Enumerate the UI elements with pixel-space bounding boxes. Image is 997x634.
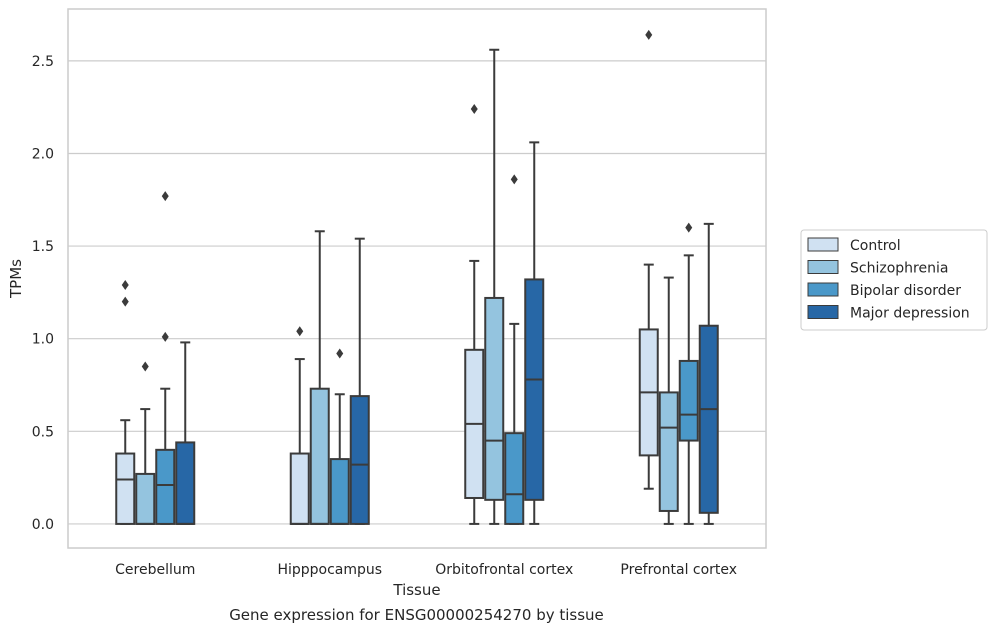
box-item	[678, 222, 699, 525]
box-iqr	[155, 448, 176, 525]
legend-items: Control Schizophrenia Bipolar disorder Majo…	[807, 237, 970, 322]
box-iqr	[484, 296, 505, 501]
x-axis-ticks: Cerebellum Hipppocampus Orbitofrontal cort…	[115, 562, 737, 578]
box-item	[155, 191, 176, 525]
chart-caption: Gene expression for ENSG00000254270 by t…	[229, 606, 604, 624]
box-item	[524, 141, 545, 525]
box-item	[289, 326, 310, 525]
outlier-marker	[685, 222, 693, 233]
y-tick-label: 0.5	[32, 424, 54, 440]
box-iqr	[658, 391, 679, 512]
x-tick-label: Orbitofrontal cortex	[435, 562, 573, 578]
y-axis-label: TPMs	[7, 259, 25, 299]
box-iqr	[524, 278, 545, 501]
legend-item: Major depression	[807, 305, 970, 322]
outlier-marker	[121, 296, 129, 307]
box-item	[638, 29, 659, 490]
legend-item: Schizophrenia	[807, 260, 948, 277]
box-item	[349, 237, 370, 525]
box-item	[698, 222, 719, 525]
box-group	[289, 230, 370, 525]
box-iqr	[289, 452, 310, 525]
legend-swatch	[807, 282, 839, 297]
legend-label: Major depression	[850, 306, 970, 322]
outlier-marker	[336, 348, 344, 359]
outlier-marker	[121, 279, 129, 290]
legend-swatch	[807, 260, 839, 274]
box-iqr	[504, 432, 525, 525]
legend-label: Control	[850, 238, 901, 254]
box-iqr	[678, 359, 699, 442]
box-group	[115, 191, 196, 525]
box-group	[638, 29, 719, 525]
plot-frame	[67, 8, 767, 549]
outlier-marker	[470, 104, 478, 115]
box-iqr	[135, 472, 156, 525]
box-groups	[115, 29, 719, 525]
box-iqr	[309, 387, 330, 525]
y-axis-ticks: 0.0 0.5 1.0 1.5 2.0 2.5	[32, 54, 54, 533]
legend-swatch	[807, 305, 839, 319]
y-tick-label: 2.5	[32, 54, 54, 70]
legend-item: Control	[807, 237, 901, 254]
box-iqr	[115, 452, 136, 525]
box-group	[464, 48, 545, 525]
y-tick-label: 1.5	[32, 239, 54, 255]
outlier-marker	[510, 174, 518, 185]
box-iqr	[175, 441, 196, 525]
box-item	[309, 230, 330, 525]
outlier-marker	[645, 29, 653, 40]
legend: Control Schizophrenia Bipolar disorder Majo…	[800, 229, 988, 331]
box-iqr	[698, 324, 719, 514]
outlier-marker	[141, 361, 149, 372]
outlier-marker	[161, 331, 169, 342]
box-item	[464, 104, 485, 525]
outlier-marker	[161, 191, 169, 202]
box-iqr	[329, 458, 350, 525]
box-iqr	[349, 395, 370, 525]
box-item	[504, 174, 525, 525]
outlier-marker	[296, 326, 304, 337]
legend-label: Bipolar disorder	[850, 283, 961, 299]
x-tick-label: Hipppocampus	[277, 562, 382, 578]
box-item	[484, 48, 505, 525]
box-item	[115, 279, 136, 525]
x-axis-label: Tissue	[392, 581, 440, 599]
legend-item: Bipolar disorder	[807, 282, 961, 299]
box-item	[135, 361, 156, 525]
x-tick-label: Prefrontal cortex	[620, 562, 737, 578]
y-tick-label: 0.0	[32, 517, 54, 533]
y-tick-label: 1.0	[32, 332, 54, 348]
box-item	[175, 341, 196, 525]
legend-frame	[800, 229, 988, 331]
box-item	[329, 348, 350, 525]
x-tick-label: Cerebellum	[115, 562, 195, 578]
legend-label: Schizophrenia	[850, 261, 948, 277]
legend-swatch	[807, 237, 839, 252]
y-tick-label: 2.0	[32, 146, 54, 162]
box-item	[658, 276, 679, 525]
